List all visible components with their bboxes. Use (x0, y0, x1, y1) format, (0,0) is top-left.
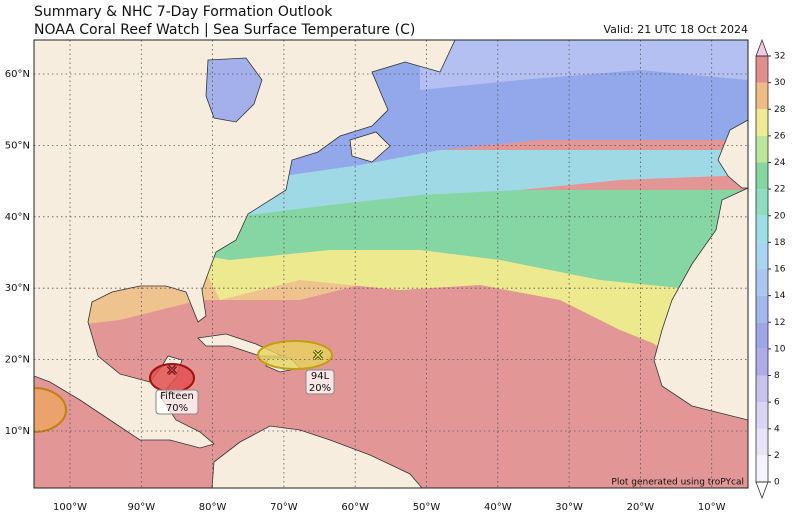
colorbar-tick-label: 4 (774, 424, 780, 434)
storm-marker (167, 365, 177, 375)
colorbar-bin (756, 162, 768, 190)
storm-name: Fifteen (160, 391, 194, 402)
colorbar-bin (756, 269, 768, 296)
subtitle: NOAA Coral Reef Watch | Sea Surface Temp… (34, 22, 415, 38)
colorbar-bin (756, 322, 768, 349)
colorbar-tick-label: 28 (774, 105, 786, 115)
colorbar-tick-label: 14 (774, 291, 786, 301)
colorbar-bin (756, 135, 768, 163)
title: Summary & NHC 7-Day Formation Outlook (34, 4, 333, 20)
africa (653, 187, 748, 421)
colorbar-bin (756, 295, 768, 323)
europe (717, 119, 748, 189)
colorbar-extend (755, 481, 769, 500)
colorbar-bin (756, 428, 768, 456)
lat-label: 60°N (5, 69, 30, 80)
outlook-area (34, 387, 67, 433)
graticule (34, 40, 748, 488)
lon-label: 80°W (199, 502, 227, 513)
colorbar-bin (756, 242, 768, 269)
colorbar-bin (756, 375, 768, 403)
colorbar-bin (756, 56, 768, 83)
colorbar-tick-label: 12 (774, 318, 785, 328)
lat-label: 10°N (5, 426, 30, 437)
lon-label: 10°W (698, 502, 726, 513)
lon-label: 40°W (484, 502, 512, 513)
newfoundland (349, 131, 391, 163)
axis-labels: 60°N 50°N 40°N 30°N 20°N 10°N 100°W 90°W 80°W 70°… (5, 69, 726, 513)
storm-label-box (155, 389, 199, 415)
storm-chance: 20% (309, 383, 331, 394)
colorbar-tick-label: 26 (774, 131, 786, 141)
colorbar-bin (756, 348, 768, 376)
valid-time: Valid: 21 UTC 18 Oct 2024 (603, 23, 748, 36)
colorbar-bin (756, 455, 768, 482)
colorbar-bin (756, 109, 768, 136)
storm-label-box (305, 369, 335, 395)
colorbar-tick-label: 20 (774, 211, 786, 221)
lat-label: 20°N (5, 355, 30, 366)
colorbar-extend (755, 38, 769, 57)
lat-label: 50°N (5, 140, 30, 151)
map: Fifteen 70% 94L 20% Plot generated using… (34, 40, 748, 488)
lon-label: 50°W (413, 502, 441, 513)
lon-label: 30°W (555, 502, 583, 513)
colorbar-bin (756, 189, 768, 216)
lon-label: 70°W (270, 502, 298, 513)
colorbar-tick-label: 0 (774, 478, 780, 488)
colorbar-tick-label: 16 (774, 265, 786, 275)
colorbar-bin (756, 82, 768, 110)
outlook-area (257, 340, 333, 370)
storm-chance: 70% (166, 403, 188, 414)
lon-label: 90°W (127, 502, 155, 513)
colorbar-tick-label: 30 (774, 78, 786, 88)
colorbar-tick-label: 2 (774, 451, 780, 461)
north-america (34, 40, 456, 449)
colorbar-bin (756, 402, 768, 429)
colorbar-tick-label: 8 (774, 371, 780, 381)
lon-label: 20°W (627, 502, 655, 513)
colorbar-tick-label: 32 (774, 52, 785, 62)
map-frame (33, 39, 749, 489)
colorbar-bin (756, 215, 768, 243)
colorbar-tick-label: 6 (774, 398, 780, 408)
storm-name: 94L (311, 371, 330, 382)
storm-marker (313, 350, 323, 360)
colorbar-tick-label: 10 (774, 344, 786, 354)
colorbar-tick-label: 24 (774, 158, 786, 168)
lat-label: 30°N (5, 283, 30, 294)
south-america (211, 425, 423, 488)
credit: Plot generated using troPYcal (611, 478, 744, 488)
lon-label: 60°W (341, 502, 369, 513)
lat-label: 40°N (5, 212, 30, 223)
sst-band (420, 40, 748, 90)
colorbar-tick-label: 22 (774, 185, 785, 195)
colorbar-tick-label: 18 (774, 238, 786, 248)
lon-label: 100°W (53, 502, 87, 513)
